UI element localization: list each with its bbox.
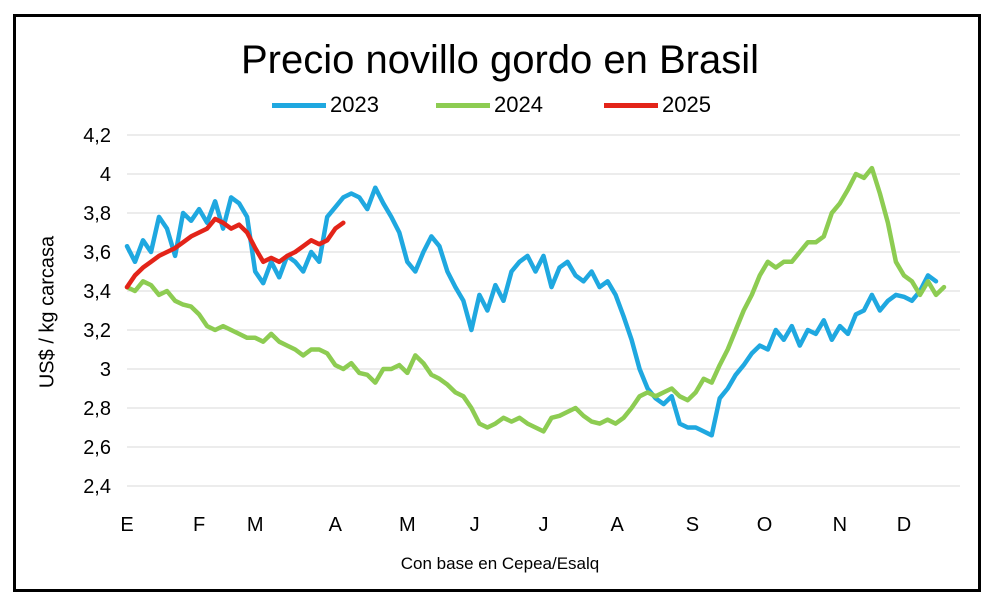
series-line-2023 bbox=[124, 185, 939, 438]
y-tick-label: 3,4 bbox=[83, 281, 111, 303]
y-tick-label: 2,8 bbox=[83, 398, 111, 420]
y-tick-label: 3,2 bbox=[83, 320, 111, 342]
y-tick-label: 4 bbox=[100, 164, 111, 186]
chart-title: Precio novillo gordo en Brasil bbox=[240, 38, 760, 82]
series-line-2024 bbox=[124, 165, 947, 434]
x-tick-label: D bbox=[897, 514, 911, 536]
y-tick-label: 2,4 bbox=[83, 476, 111, 498]
legend-swatch-2024 bbox=[436, 102, 490, 108]
x-tick-label: A bbox=[329, 514, 343, 536]
legend-item-2023: 2023 bbox=[272, 92, 379, 118]
x-tick-label: F bbox=[193, 514, 205, 536]
series-line-2025 bbox=[124, 216, 346, 290]
legend-label-2023: 2023 bbox=[330, 92, 379, 117]
x-tick-label: M bbox=[247, 514, 264, 536]
x-tick-label: E bbox=[120, 514, 133, 536]
source-note: Con base en Cepea/Esalq bbox=[400, 554, 600, 573]
y-tick-label: 3,6 bbox=[83, 242, 111, 264]
y-tick-label: 3,8 bbox=[83, 203, 111, 225]
legend-label-2024: 2024 bbox=[494, 92, 543, 117]
x-tick-label: N bbox=[833, 514, 847, 536]
chart-legend: 2023 2024 2025 bbox=[0, 92, 1000, 122]
y-tick-label: 4,2 bbox=[83, 125, 111, 147]
legend-label-2025: 2025 bbox=[662, 92, 711, 117]
legend-swatch-2025 bbox=[604, 102, 658, 108]
legend-swatch-2023 bbox=[272, 102, 326, 108]
y-tick-label: 2,6 bbox=[83, 437, 111, 459]
legend-item-2024: 2024 bbox=[436, 92, 543, 118]
x-tick-label: S bbox=[686, 514, 699, 536]
x-tick-label: J bbox=[539, 514, 549, 536]
y-tick-label: 3 bbox=[100, 359, 111, 381]
x-tick-label: M bbox=[399, 514, 416, 536]
x-tick-label: O bbox=[757, 514, 773, 536]
chart-frame bbox=[13, 14, 981, 592]
legend-item-2025: 2025 bbox=[604, 92, 711, 118]
x-tick-label: J bbox=[470, 514, 480, 536]
x-tick-label: A bbox=[611, 514, 625, 536]
